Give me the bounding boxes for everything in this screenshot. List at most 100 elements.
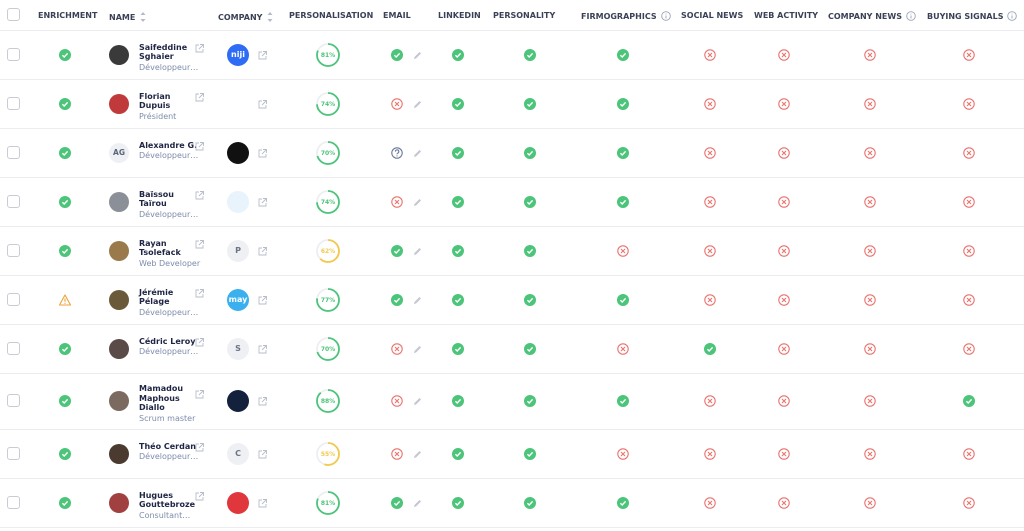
enrichment-status	[59, 496, 71, 509]
contact-job: Développeur…	[139, 452, 199, 461]
edit-email-icon[interactable]	[412, 50, 423, 61]
open-company-link[interactable]	[257, 498, 267, 508]
row-checkbox[interactable]	[7, 446, 20, 460]
select-all-checkbox[interactable]	[7, 8, 20, 21]
social-news-status	[704, 293, 716, 306]
column-title: PERSONALISATION	[289, 11, 374, 20]
open-profile-link[interactable]	[194, 190, 204, 200]
row-checkbox[interactable]	[7, 292, 20, 306]
contact-job: Développeur…	[139, 347, 199, 356]
row-checkbox[interactable]	[7, 495, 20, 509]
email-status	[391, 195, 403, 208]
contact-name[interactable]: Théo Cerdan	[139, 441, 196, 451]
buying-signals-status	[963, 195, 975, 208]
column-title: EMAIL	[383, 11, 411, 20]
edit-email-icon[interactable]	[412, 396, 423, 407]
enrichment-status	[59, 146, 71, 159]
edit-email-icon[interactable]	[412, 449, 423, 460]
contact-name-block: Théo Cerdan Développeur…	[139, 442, 201, 462]
linkedin-status	[452, 97, 464, 110]
open-profile-link[interactable]	[194, 288, 204, 298]
open-profile-link[interactable]	[194, 442, 204, 452]
column-header: BUYING SIGNALS	[927, 11, 1018, 21]
row-checkbox[interactable]	[7, 96, 20, 110]
buying-signals-status	[963, 342, 975, 355]
enrichment-status	[59, 342, 71, 355]
contact-name[interactable]: Alexandre G.	[139, 140, 198, 150]
open-profile-link[interactable]	[194, 389, 204, 399]
firmographics-status	[617, 447, 629, 460]
open-company-link[interactable]	[257, 295, 267, 305]
open-company-link[interactable]	[257, 449, 267, 459]
contact-job: Scrum master	[139, 413, 196, 423]
personality-status	[524, 293, 536, 306]
web-activity-status	[778, 293, 790, 306]
edit-email-icon[interactable]	[412, 246, 423, 257]
company-logo	[227, 141, 249, 164]
edit-email-icon[interactable]	[412, 498, 423, 509]
contact-name-block: Alexandre G. Développeur…	[139, 141, 201, 161]
personality-status	[524, 146, 536, 159]
ring-arc	[316, 287, 340, 312]
open-company-link[interactable]	[257, 197, 267, 207]
web-activity-status	[778, 447, 790, 460]
avatar	[109, 93, 129, 114]
column-header[interactable]: NAME	[109, 11, 147, 23]
open-profile-link[interactable]	[194, 92, 204, 102]
contact-name-block: Saifeddine Sghaier Développeur…	[139, 43, 201, 72]
row-checkbox[interactable]	[7, 243, 20, 257]
open-profile-link[interactable]	[194, 491, 204, 501]
edit-email-icon[interactable]	[412, 295, 423, 306]
open-profile-link[interactable]	[194, 239, 204, 249]
row-checkbox[interactable]	[7, 394, 20, 407]
contact-name[interactable]: Rayan Tsolefack	[139, 238, 181, 258]
contact-name-block: Jérémie Pélage Développeur…	[139, 288, 201, 317]
personalisation-ring: 70%	[316, 140, 340, 165]
contact-name[interactable]: Hugues Gouttebroze	[139, 490, 196, 510]
email-status	[391, 496, 403, 509]
contact-name[interactable]: Saifeddine Sghaier	[139, 42, 188, 62]
ring-arc	[316, 441, 340, 466]
open-company-link[interactable]	[257, 396, 267, 406]
column-title: LINKEDIN	[438, 11, 481, 20]
open-company-link[interactable]	[257, 148, 267, 158]
row-checkbox[interactable]	[7, 47, 20, 61]
company-news-status	[864, 97, 876, 110]
contact-name[interactable]: Cédric Leroy	[139, 336, 196, 346]
edit-email-icon[interactable]	[412, 99, 423, 110]
open-company-link[interactable]	[257, 50, 267, 60]
column-header: COMPANY NEWS	[828, 11, 916, 21]
firmographics-status	[617, 146, 629, 159]
personality-status	[524, 395, 536, 407]
linkedin-status	[452, 244, 464, 257]
column-header[interactable]: COMPANY	[218, 11, 274, 23]
open-profile-link[interactable]	[194, 337, 204, 347]
open-company-link[interactable]	[257, 344, 267, 354]
contact-name[interactable]: Mamadou Maphous Diallo	[139, 384, 184, 412]
personalisation-label: 74%	[321, 101, 335, 108]
contact-name[interactable]: Baïssou Taïrou	[139, 189, 174, 209]
ring-arc	[316, 389, 340, 413]
company-logo: P	[227, 239, 249, 262]
open-profile-link[interactable]	[194, 43, 204, 53]
column-title: BUYING SIGNALS	[927, 11, 1004, 21]
open-profile-link[interactable]	[194, 141, 204, 151]
contact-job: Président	[139, 111, 177, 121]
contact-name-block: Cédric Leroy Développeur…	[139, 337, 201, 357]
row-divider	[0, 30, 1024, 31]
edit-email-icon[interactable]	[412, 148, 423, 159]
open-company-link[interactable]	[257, 99, 267, 109]
row-checkbox[interactable]	[7, 341, 20, 355]
company-logo	[227, 190, 249, 213]
contact-name[interactable]: Jérémie Pélage	[139, 287, 174, 307]
column-title: WEB ACTIVITY	[754, 11, 819, 20]
contact-name[interactable]: Florian Dupuis	[139, 91, 171, 111]
company-logo	[227, 390, 249, 412]
column-title: COMPANY NEWS	[828, 11, 902, 21]
open-company-link[interactable]	[257, 246, 267, 256]
row-checkbox[interactable]	[7, 145, 20, 159]
row-checkbox[interactable]	[7, 194, 20, 208]
row-divider	[0, 275, 1024, 276]
edit-email-icon[interactable]	[412, 344, 423, 355]
edit-email-icon[interactable]	[412, 197, 423, 208]
